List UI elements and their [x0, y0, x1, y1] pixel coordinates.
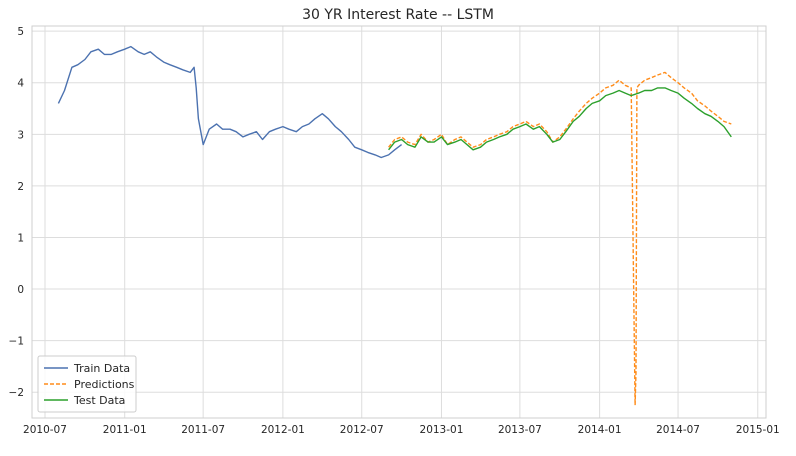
- x-tick-label: 2011-01: [103, 424, 147, 436]
- y-tick-label: −1: [9, 336, 24, 348]
- y-tick-label: 0: [17, 284, 24, 296]
- legend: Train Data Predictions Test Data: [37, 355, 137, 413]
- x-tick-label: 2015-01: [736, 424, 780, 436]
- y-tick-label: 2: [17, 181, 24, 193]
- legend-label-predictions: Predictions: [74, 378, 135, 391]
- y-tick-label: 4: [17, 78, 24, 90]
- x-tick-label: 2013-01: [420, 424, 464, 436]
- y-tick-label: 5: [17, 26, 24, 38]
- x-axis-ticks: 2010-07 2011-01 2011-07 2012-01 2012-07 2013-…: [23, 424, 780, 436]
- y-tick-label: 1: [17, 232, 24, 244]
- legend-box: [37, 355, 137, 413]
- x-tick-label: 2012-07: [340, 424, 384, 436]
- y-tick-label: −2: [9, 387, 24, 399]
- chart-title: 30 YR Interest Rate -- LSTM: [302, 7, 494, 23]
- series-line-test-data: [388, 87, 732, 151]
- plot-area: [31, 25, 767, 419]
- grid-lines: [32, 26, 766, 418]
- legend-label-train-data: Train Data: [73, 362, 130, 375]
- y-axis-ticks: −2 −1 0 1 2 3 4 5: [9, 26, 25, 399]
- x-tick-label: 2014-07: [656, 424, 700, 436]
- x-tick-label: 2010-07: [23, 424, 67, 436]
- plot-background: [32, 26, 766, 418]
- x-tick-label: 2011-07: [181, 424, 225, 436]
- series-layer: [57, 45, 732, 406]
- legend-label-test-data: Test Data: [73, 394, 125, 407]
- plot-frame: [31, 25, 767, 419]
- x-tick-label: 2014-01: [578, 424, 622, 436]
- y-tick-label: 3: [17, 129, 24, 141]
- series-line-train-data: [57, 45, 403, 159]
- series-line-predictions: [388, 71, 732, 406]
- x-tick-label: 2012-01: [261, 424, 305, 436]
- x-tick-label: 2013-07: [498, 424, 542, 436]
